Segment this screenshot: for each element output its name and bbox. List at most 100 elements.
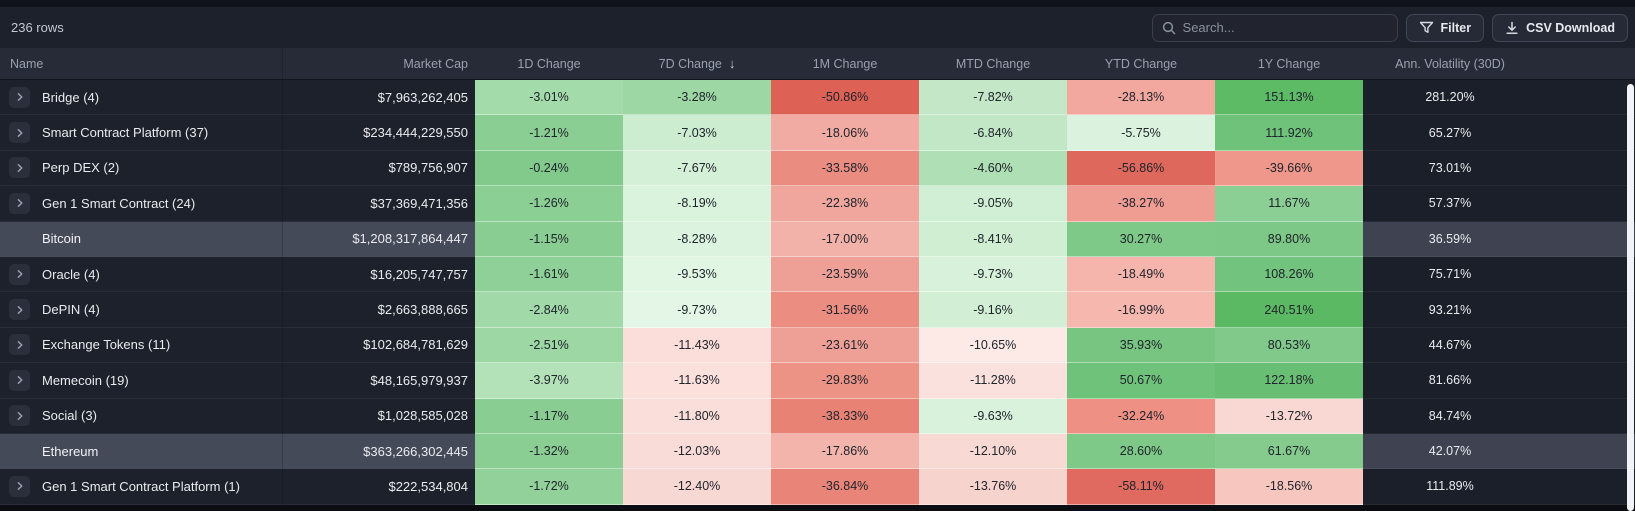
change-cell: -9.73% <box>919 256 1067 293</box>
change-cell: -11.63% <box>623 363 771 399</box>
expand-chevron-icon[interactable] <box>9 405 30 427</box>
change-cell: -17.86% <box>771 433 919 470</box>
expand-chevron-icon[interactable] <box>9 263 30 285</box>
volatility-value: 281.20% <box>1363 80 1635 116</box>
change-cell: 50.67% <box>1067 363 1215 399</box>
category-name: Memecoin (19) <box>42 372 129 388</box>
change-cell: 240.51% <box>1215 292 1363 328</box>
table-row[interactable]: Exchange Tokens (11) $102,684,781,629 -2… <box>0 327 1635 364</box>
volatility-value: 73.01% <box>1363 150 1635 187</box>
expand-chevron-icon[interactable] <box>9 192 30 214</box>
change-cell: -9.53% <box>623 256 771 293</box>
expand-chevron-icon[interactable] <box>9 475 30 497</box>
change-cell: -12.03% <box>623 433 771 470</box>
csv-download-button[interactable]: CSV Download <box>1492 13 1628 42</box>
change-cell: 11.67% <box>1215 186 1363 222</box>
change-cell: 28.60% <box>1067 433 1215 470</box>
change-cell: -8.19% <box>623 186 771 222</box>
header-mtd-change[interactable]: MTD Change <box>955 56 1031 71</box>
header-1y-change[interactable]: 1Y Change <box>1257 56 1321 71</box>
table-row[interactable]: Perp DEX (2) $789,756,907 -0.24% -7.67% … <box>0 150 1635 187</box>
search-icon <box>1162 21 1175 34</box>
volatility-value: 44.67% <box>1363 327 1635 364</box>
expand-chevron-icon[interactable] <box>9 86 30 108</box>
change-cell: -1.17% <box>475 398 623 434</box>
vertical-scrollbar[interactable] <box>1627 84 1634 511</box>
table-header: Name Market Cap 1D Change 7D Change ↓ 1M … <box>0 48 1635 80</box>
change-cell: -33.58% <box>771 150 919 187</box>
market-cap-value: $102,684,781,629 <box>283 327 475 364</box>
change-cell: -9.16% <box>919 292 1067 328</box>
change-cell: -2.51% <box>475 327 623 364</box>
volatility-value: 93.21% <box>1363 292 1635 328</box>
filter-button-label: Filter <box>1440 20 1472 35</box>
change-cell: -11.80% <box>623 398 771 434</box>
expand-chevron-icon[interactable] <box>9 369 30 391</box>
volatility-value: 42.07% <box>1363 433 1635 470</box>
table-row[interactable]: Bridge (4) $7,963,262,405 -3.01% -3.28% … <box>0 80 1635 116</box>
table-row[interactable]: Gen 1 Smart Contract Platform (1) $222,5… <box>0 469 1635 505</box>
expand-chevron-icon[interactable] <box>9 334 30 356</box>
change-cell: 30.27% <box>1067 221 1215 257</box>
change-cell: -11.28% <box>919 363 1067 399</box>
table-row[interactable]: Social (3) $1,028,585,028 -1.17% -11.80%… <box>0 398 1635 434</box>
csv-button-label: CSV Download <box>1526 20 1615 35</box>
filter-button[interactable]: Filter <box>1405 13 1485 42</box>
top-edge-strip <box>0 0 1635 7</box>
header-1d-change[interactable]: 1D Change <box>517 56 581 71</box>
header-7d-change[interactable]: 7D Change ↓ <box>658 56 736 71</box>
header-ytd-change[interactable]: YTD Change <box>1104 56 1178 71</box>
bottom-edge-strip <box>0 504 1635 511</box>
header-1m-change[interactable]: 1M Change <box>812 56 878 71</box>
change-cell: -9.05% <box>919 186 1067 222</box>
change-cell: -3.01% <box>475 80 623 116</box>
search-input[interactable] <box>1182 20 1388 35</box>
table-row[interactable]: Bitcoin $1,208,317,864,447 -1.15% -8.28%… <box>0 221 1635 257</box>
change-cell: -56.86% <box>1067 150 1215 187</box>
change-cell: -8.28% <box>623 221 771 257</box>
change-cell: -1.26% <box>475 186 623 222</box>
category-name: Exchange Tokens (11) <box>42 337 171 353</box>
row-count-label: 236 rows <box>11 20 64 35</box>
category-name: Perp DEX (2) <box>42 160 120 176</box>
change-cell: -38.27% <box>1067 186 1215 222</box>
change-cell: -16.99% <box>1067 292 1215 328</box>
change-cell: 80.53% <box>1215 327 1363 364</box>
market-cap-value: $1,028,585,028 <box>283 398 475 434</box>
expand-chevron-icon[interactable] <box>9 122 30 144</box>
table-row[interactable]: DePIN (4) $2,663,888,665 -2.84% -9.73% -… <box>0 292 1635 328</box>
table-row[interactable]: Oracle (4) $16,205,747,757 -1.61% -9.53%… <box>0 256 1635 293</box>
filter-funnel-icon <box>1419 21 1433 33</box>
table-row[interactable]: Ethereum $363,266,302,445 -1.32% -12.03%… <box>0 433 1635 470</box>
change-cell: -13.76% <box>919 469 1067 505</box>
market-cap-value: $7,963,262,405 <box>283 80 475 116</box>
change-cell: -28.13% <box>1067 80 1215 116</box>
table-row[interactable]: Smart Contract Platform (37) $234,444,22… <box>0 115 1635 151</box>
change-cell: -38.33% <box>771 398 919 434</box>
change-cell: -12.10% <box>919 433 1067 470</box>
volatility-value: 36.59% <box>1363 221 1635 257</box>
table-row[interactable]: Gen 1 Smart Contract (24) $37,369,471,35… <box>0 186 1635 222</box>
change-cell: -23.61% <box>771 327 919 364</box>
category-name: Social (3) <box>42 408 97 424</box>
change-cell: -18.49% <box>1067 256 1215 293</box>
market-cap-value: $37,369,471,356 <box>283 186 475 222</box>
header-ann-volatility[interactable]: Ann. Volatility (30D) <box>1395 56 1505 71</box>
change-cell: -11.43% <box>623 327 771 364</box>
change-cell: -3.97% <box>475 363 623 399</box>
category-name: Bridge (4) <box>42 89 100 105</box>
search-box[interactable] <box>1151 13 1398 42</box>
market-cap-value: $1,208,317,864,447 <box>283 221 475 257</box>
table-row[interactable]: Memecoin (19) $48,165,979,937 -3.97% -11… <box>0 363 1635 399</box>
change-cell: -10.65% <box>919 327 1067 364</box>
header-market-cap[interactable]: Market Cap <box>403 56 468 71</box>
expand-chevron-icon[interactable] <box>9 299 30 321</box>
change-cell: -17.00% <box>771 221 919 257</box>
change-cell: -31.56% <box>771 292 919 328</box>
expand-chevron-icon[interactable] <box>9 157 30 179</box>
change-cell: -8.41% <box>919 221 1067 257</box>
change-cell: -6.84% <box>919 115 1067 151</box>
header-name[interactable]: Name <box>0 48 283 79</box>
category-name: Ethereum <box>42 443 99 459</box>
